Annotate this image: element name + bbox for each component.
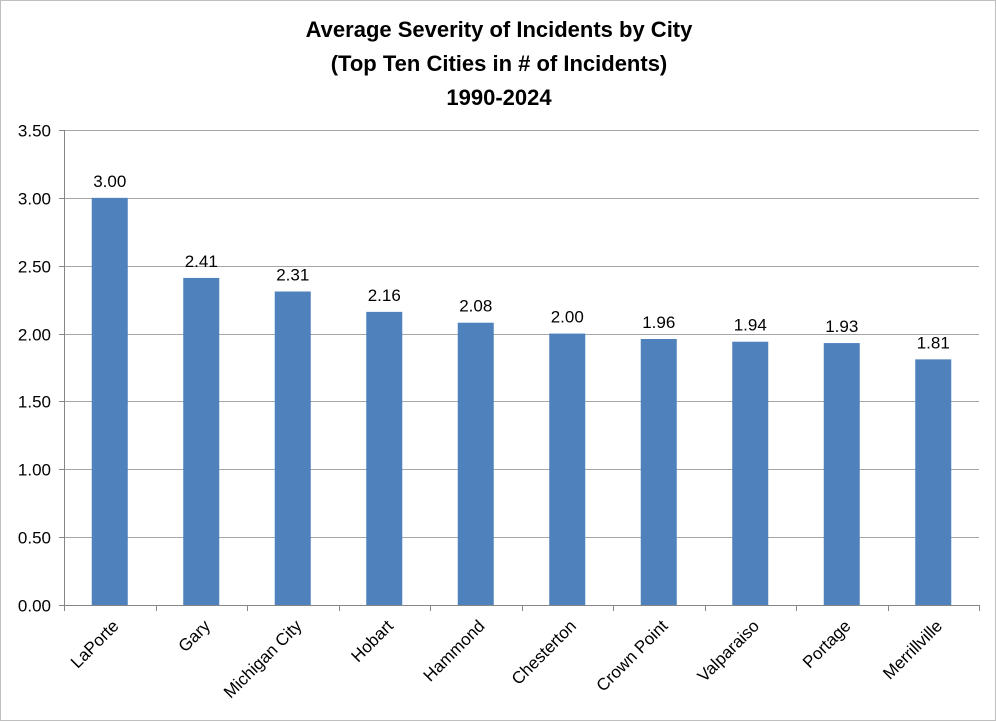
bar-michigan-city (274, 291, 311, 605)
data-label: 1.96 (642, 313, 675, 332)
data-label: 1.93 (825, 317, 858, 336)
y-tick-label: 2.00 (18, 326, 51, 345)
x-category-label: Hobart (348, 616, 398, 666)
axes (64, 130, 980, 611)
bar-valparaiso (732, 341, 769, 605)
bars (91, 197, 952, 605)
y-axis-ticks: 0.00 0.50 1.00 1.50 2.00 2.50 3.00 3.50 (18, 122, 64, 616)
x-category-label: Merrillville (879, 616, 946, 683)
bar-crown-point (640, 339, 677, 605)
bar-gary (183, 277, 220, 605)
x-axis-category-labels: LaPorte Gary Michigan City Hobart Hammond Che… (67, 616, 946, 702)
y-tick-label: 1.50 (18, 393, 51, 412)
chart-title: Average Severity of Incidents by City (T… (1, 13, 996, 115)
data-label: 3.00 (93, 172, 126, 191)
x-category-label: Gary (175, 616, 215, 656)
data-labels: 3.00 2.41 2.31 2.16 2.08 2.00 1.96 1.94 1.93 1.81 (93, 172, 950, 353)
x-category-label: Valparaiso (694, 616, 763, 685)
chart-title-line-2: (Top Ten Cities in # of Incidents) (330, 51, 668, 76)
x-category-label: Crown Point (593, 616, 672, 695)
bar-laporte (91, 197, 128, 605)
x-category-label: Portage (799, 616, 855, 672)
data-label: 2.00 (551, 308, 584, 327)
bar-chesterton (549, 333, 586, 605)
data-label: 2.41 (185, 252, 218, 271)
y-tick-label: 3.00 (18, 190, 51, 209)
x-category-label: Hammond (420, 616, 489, 685)
x-category-label: Michigan City (220, 616, 306, 702)
y-tick-label: 2.50 (18, 258, 51, 277)
chart-title-line-3: 1990-2024 (446, 85, 552, 110)
x-category-label: LaPorte (67, 616, 123, 672)
data-label: 2.31 (276, 266, 309, 285)
data-label: 1.94 (734, 316, 767, 335)
bar-hobart (366, 311, 403, 605)
y-tick-label: 3.50 (18, 122, 51, 141)
y-tick-label: 0.00 (18, 597, 51, 616)
chart-title-line-1: Average Severity of Incidents by City (305, 17, 693, 42)
x-category-label: Chesterton (508, 616, 580, 688)
y-tick-label: 1.00 (18, 461, 51, 480)
data-label: 2.16 (368, 286, 401, 305)
bar-merrillville (915, 359, 952, 605)
data-label: 2.08 (459, 297, 492, 316)
data-label: 1.81 (917, 333, 950, 352)
bar-portage (823, 343, 860, 605)
bar-hammond (457, 322, 494, 605)
y-tick-label: 0.50 (18, 529, 51, 548)
